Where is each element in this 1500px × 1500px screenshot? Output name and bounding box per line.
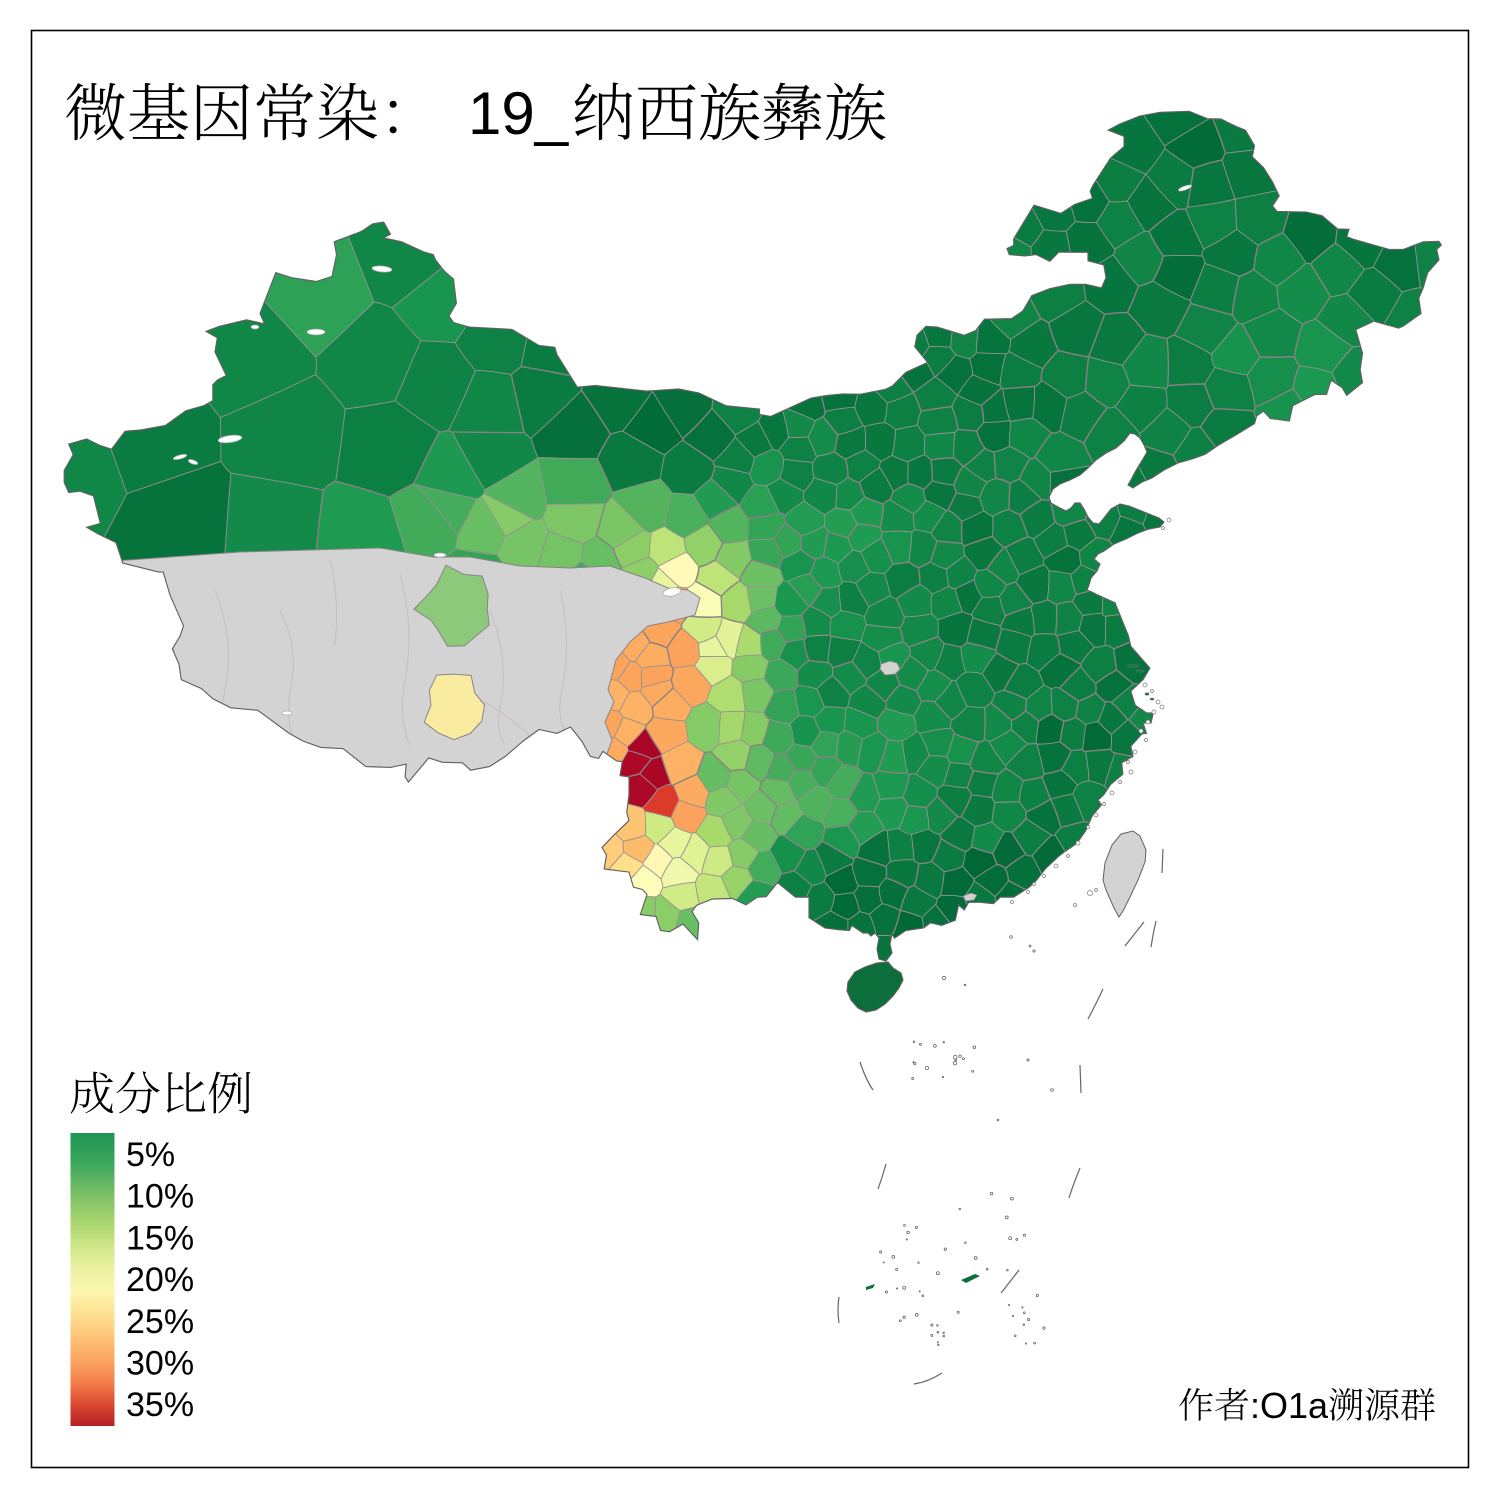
svg-text:30%: 30%: [126, 1345, 194, 1383]
svg-text::O1a: :O1a: [1250, 1385, 1329, 1426]
svg-text:20%: 20%: [126, 1261, 194, 1299]
svg-text:15%: 15%: [126, 1219, 194, 1257]
svg-text:19_: 19_: [468, 80, 570, 147]
svg-text:35%: 35%: [126, 1386, 194, 1424]
svg-text:10%: 10%: [126, 1178, 194, 1216]
svg-text:5%: 5%: [126, 1136, 175, 1174]
svg-text:25%: 25%: [126, 1303, 194, 1341]
